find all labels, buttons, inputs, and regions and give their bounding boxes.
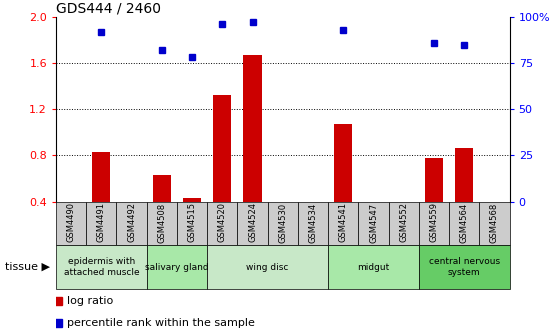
Text: central nervous
system: central nervous system — [428, 257, 500, 277]
Text: tissue ▶: tissue ▶ — [6, 262, 50, 272]
Text: GSM4490: GSM4490 — [67, 203, 76, 243]
Text: GSM4492: GSM4492 — [127, 203, 136, 243]
Bar — [358, 202, 389, 245]
Bar — [419, 245, 510, 289]
Text: wing disc: wing disc — [246, 263, 289, 271]
Bar — [86, 202, 116, 245]
Bar — [147, 202, 177, 245]
Bar — [147, 245, 207, 289]
Text: epidermis with
attached muscle: epidermis with attached muscle — [63, 257, 139, 277]
Text: GSM4491: GSM4491 — [97, 203, 106, 243]
Bar — [455, 149, 473, 202]
Bar — [244, 55, 262, 202]
Bar — [207, 245, 328, 289]
Text: GSM4541: GSM4541 — [339, 203, 348, 243]
Bar — [298, 202, 328, 245]
Text: GSM4508: GSM4508 — [157, 203, 166, 243]
Bar — [183, 198, 201, 202]
Bar — [237, 202, 268, 245]
Text: log ratio: log ratio — [67, 296, 114, 306]
Bar — [153, 175, 171, 202]
Bar — [449, 202, 479, 245]
Bar — [389, 202, 419, 245]
Text: GSM4515: GSM4515 — [188, 203, 197, 243]
Bar — [425, 158, 443, 202]
Bar — [116, 202, 147, 245]
Text: GSM4530: GSM4530 — [278, 203, 287, 243]
Bar — [92, 152, 110, 202]
Text: GSM4520: GSM4520 — [218, 203, 227, 243]
Text: salivary gland: salivary gland — [145, 263, 209, 271]
Text: GSM4559: GSM4559 — [430, 203, 438, 243]
Bar — [56, 202, 86, 245]
Text: GSM4564: GSM4564 — [460, 203, 469, 243]
Text: GDS444 / 2460: GDS444 / 2460 — [56, 2, 161, 16]
Bar — [328, 245, 419, 289]
Bar — [328, 202, 358, 245]
Text: GSM4547: GSM4547 — [369, 203, 378, 243]
Bar — [56, 245, 147, 289]
Text: midgut: midgut — [357, 263, 390, 271]
Bar — [419, 202, 449, 245]
Bar — [207, 202, 237, 245]
Bar — [268, 202, 298, 245]
Bar — [479, 202, 510, 245]
Text: GSM4552: GSM4552 — [399, 203, 408, 243]
Text: GSM4524: GSM4524 — [248, 203, 257, 243]
Bar — [213, 95, 231, 202]
Text: percentile rank within the sample: percentile rank within the sample — [67, 318, 255, 328]
Bar — [177, 202, 207, 245]
Text: GSM4534: GSM4534 — [309, 203, 318, 243]
Text: GSM4568: GSM4568 — [490, 203, 499, 243]
Bar — [334, 124, 352, 202]
